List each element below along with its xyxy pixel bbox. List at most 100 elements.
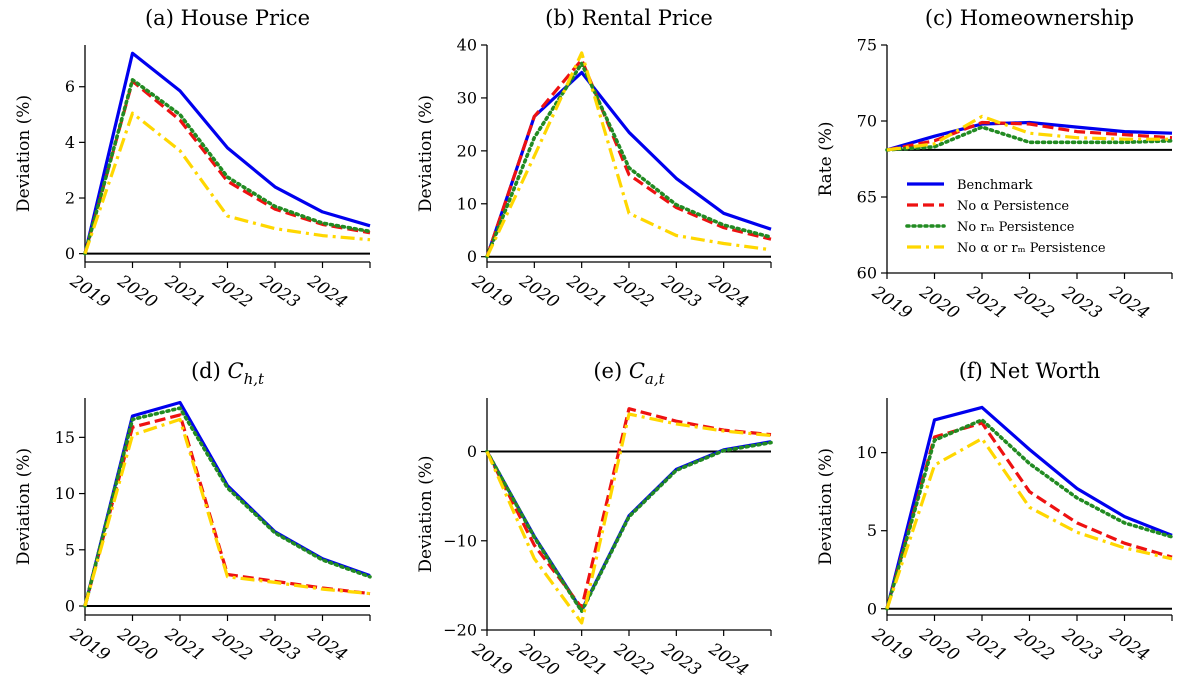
chart-title-text: (e) bbox=[593, 359, 629, 383]
series-line-2 bbox=[485, 407, 772, 610]
series-line-4 bbox=[485, 412, 772, 625]
x-tick-label: 2020 bbox=[113, 624, 161, 666]
x-tick-label: 2024 bbox=[704, 639, 752, 681]
x-tick-label: 2021 bbox=[963, 624, 1011, 666]
series-line-3 bbox=[83, 406, 372, 608]
y-axis-label: Deviation (%) bbox=[14, 95, 34, 212]
x-tick-label: 2023 bbox=[1058, 282, 1106, 324]
x-tick-label: 2020 bbox=[515, 639, 563, 681]
chart-title-subscript: a,t bbox=[645, 370, 666, 388]
x-tick-label: 2021 bbox=[562, 639, 610, 681]
y-tick-label: 0 bbox=[467, 442, 477, 461]
chart-panel-2: (b) Rental Price Deviation (%) 0 10 20 30 40 20… bbox=[416, 6, 773, 313]
series-line-2 bbox=[83, 79, 371, 255]
y-tick-label: 10 bbox=[857, 443, 877, 462]
x-tick-label: 2021 bbox=[562, 271, 610, 313]
x-tick-label: 2022 bbox=[610, 271, 658, 313]
chart-title-text: (d) bbox=[191, 359, 228, 383]
x-tick-label: 2022 bbox=[1010, 624, 1058, 666]
y-tick-label: 30 bbox=[457, 88, 477, 107]
x-tick-label: 2021 bbox=[963, 282, 1011, 324]
x-tick-label: 2022 bbox=[208, 624, 256, 666]
series-line-3 bbox=[885, 125, 1174, 152]
y-tick-label: 5 bbox=[65, 540, 75, 559]
y-axis-label: Rate (%) bbox=[816, 121, 836, 196]
chart-title-text: (a) House Price bbox=[145, 6, 310, 30]
y-tick-label: 6 bbox=[65, 77, 75, 96]
series-line-1 bbox=[885, 405, 1173, 610]
y-tick-label: 0 bbox=[867, 599, 877, 618]
x-tick-label: 2023 bbox=[657, 639, 705, 681]
chart-title: (a) House Price bbox=[145, 6, 310, 30]
chart-title-symbol: C bbox=[629, 359, 645, 383]
series-line-3 bbox=[885, 418, 1174, 611]
chart-title-text: (b) Rental Price bbox=[545, 6, 713, 30]
series-line-4 bbox=[83, 417, 371, 607]
y-axis-label: Deviation (%) bbox=[416, 95, 436, 212]
series-line-4 bbox=[886, 114, 1172, 152]
x-tick-label: 2023 bbox=[657, 271, 705, 313]
chart-title: (e) Ca,t bbox=[593, 359, 665, 388]
x-tick-label: 2019 bbox=[468, 639, 516, 681]
y-tick-label: 40 bbox=[457, 36, 477, 55]
legend-label: No rₘ Persistence bbox=[957, 220, 1075, 235]
legend-label: No α Persistence bbox=[957, 199, 1069, 214]
y-tick-label: 0 bbox=[65, 244, 75, 263]
x-tick-label: 2023 bbox=[256, 271, 304, 313]
x-tick-label: 2024 bbox=[1105, 282, 1153, 324]
x-tick-label: 2019 bbox=[66, 271, 114, 313]
y-tick-label: 20 bbox=[457, 141, 477, 160]
chart-title-symbol: C bbox=[227, 359, 243, 383]
x-tick-label: 2019 bbox=[868, 624, 916, 666]
chart-title-subscript: h,t bbox=[244, 370, 265, 388]
x-tick-label: 2024 bbox=[1105, 624, 1153, 666]
series-line-2 bbox=[485, 58, 772, 258]
chart-title-text: (c) Homeownership bbox=[925, 6, 1134, 30]
y-axis-label: Deviation (%) bbox=[416, 455, 436, 572]
x-tick-label: 2021 bbox=[161, 271, 209, 313]
x-tick-label: 2024 bbox=[303, 271, 351, 313]
x-tick-label: 2023 bbox=[1058, 624, 1106, 666]
x-tick-label: 2022 bbox=[208, 271, 256, 313]
x-tick-label: 2024 bbox=[704, 271, 752, 313]
series-line-4 bbox=[83, 111, 371, 255]
series-line-3 bbox=[485, 61, 773, 259]
series-line-4 bbox=[885, 437, 1173, 610]
chart-title-text: (f) Net Worth bbox=[959, 359, 1101, 383]
y-tick-label: 15 bbox=[55, 428, 75, 447]
series-line-2 bbox=[886, 120, 1173, 152]
y-tick-label: 0 bbox=[467, 247, 477, 266]
y-tick-label: 2 bbox=[65, 189, 75, 208]
y-tick-label: 0 bbox=[65, 597, 75, 616]
x-tick-label: 2020 bbox=[915, 282, 963, 324]
legend: Benchmark No α Persistence No rₘ Persisten… bbox=[905, 178, 1106, 256]
x-tick-label: 2020 bbox=[515, 271, 563, 313]
y-tick-label: 5 bbox=[867, 521, 877, 540]
chart-title: (d) Ch,t bbox=[191, 359, 265, 388]
x-tick-label: 2021 bbox=[161, 624, 209, 666]
x-tick-label: 2019 bbox=[66, 624, 114, 666]
y-tick-label: 60 bbox=[857, 264, 877, 283]
y-tick-label: −20 bbox=[443, 621, 477, 640]
chart-title: (b) Rental Price bbox=[545, 6, 713, 30]
y-tick-label: −10 bbox=[443, 531, 477, 550]
y-axis-label: Deviation (%) bbox=[816, 448, 836, 565]
y-tick-label: 4 bbox=[65, 133, 75, 152]
x-tick-label: 2024 bbox=[303, 624, 351, 666]
x-tick-label: 2023 bbox=[256, 624, 304, 666]
y-tick-label: 10 bbox=[457, 194, 477, 213]
series-line-3 bbox=[485, 440, 773, 614]
y-tick-label: 65 bbox=[857, 188, 877, 207]
series-line-1 bbox=[83, 51, 371, 255]
x-tick-label: 2019 bbox=[468, 271, 516, 313]
y-tick-label: 10 bbox=[55, 484, 75, 503]
legend-label: No α or rₘ Persistence bbox=[957, 241, 1106, 256]
y-tick-label: 70 bbox=[857, 112, 877, 131]
chart-title: (f) Net Worth bbox=[959, 359, 1101, 383]
series-line-2 bbox=[885, 421, 1173, 610]
